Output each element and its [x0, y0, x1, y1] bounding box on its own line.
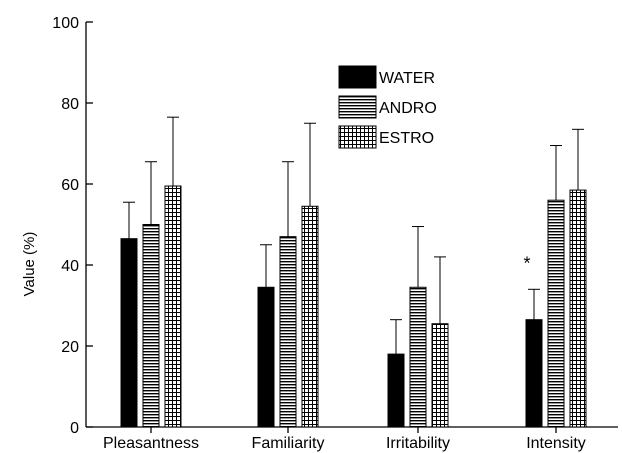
legend: WATER ANDRO ESTRO	[338, 65, 437, 149]
bar-andro	[409, 286, 427, 428]
bar-estro	[431, 323, 449, 428]
bar-water	[387, 353, 405, 428]
bar-estro	[569, 189, 587, 428]
bar-water	[120, 238, 138, 428]
x-tick-label: Intensity	[526, 435, 586, 452]
bar-andro	[547, 199, 565, 428]
bar-estro	[164, 185, 182, 428]
y-tick-label: 80	[61, 96, 79, 113]
significance-marker: *	[523, 253, 530, 273]
y-tick-label: 100	[52, 15, 79, 32]
annotations: *	[523, 253, 530, 273]
x-tick-label: Irritability	[386, 435, 450, 452]
y-tick-label: 20	[61, 339, 79, 356]
x-axis: Pleasantness Familiarity Irritability Inten…	[86, 426, 618, 452]
legend-swatch-water	[338, 65, 377, 89]
legend-label-water: WATER	[379, 70, 435, 87]
bar-water	[257, 286, 275, 428]
y-axis: 0 20 40 60 80 100	[52, 15, 93, 437]
y-axis-title: Value (%)	[21, 232, 38, 297]
bar-estro	[301, 205, 319, 428]
x-tick-label: Familiarity	[252, 435, 325, 452]
bar-andro	[279, 236, 297, 428]
y-tick-label: 40	[61, 258, 79, 275]
bar-water	[525, 319, 543, 428]
legend-swatch-andro	[338, 95, 377, 119]
legend-label-andro: ANDRO	[379, 100, 437, 117]
error-bars	[123, 116, 584, 355]
legend-label-estro: ESTRO	[379, 130, 434, 147]
legend-swatch-estro	[338, 125, 377, 149]
x-tick-label: Pleasantness	[103, 435, 199, 452]
y-tick-label: 60	[61, 177, 79, 194]
bar-andro	[142, 224, 160, 428]
bar-series	[120, 185, 587, 428]
y-tick-label: 0	[70, 420, 79, 437]
